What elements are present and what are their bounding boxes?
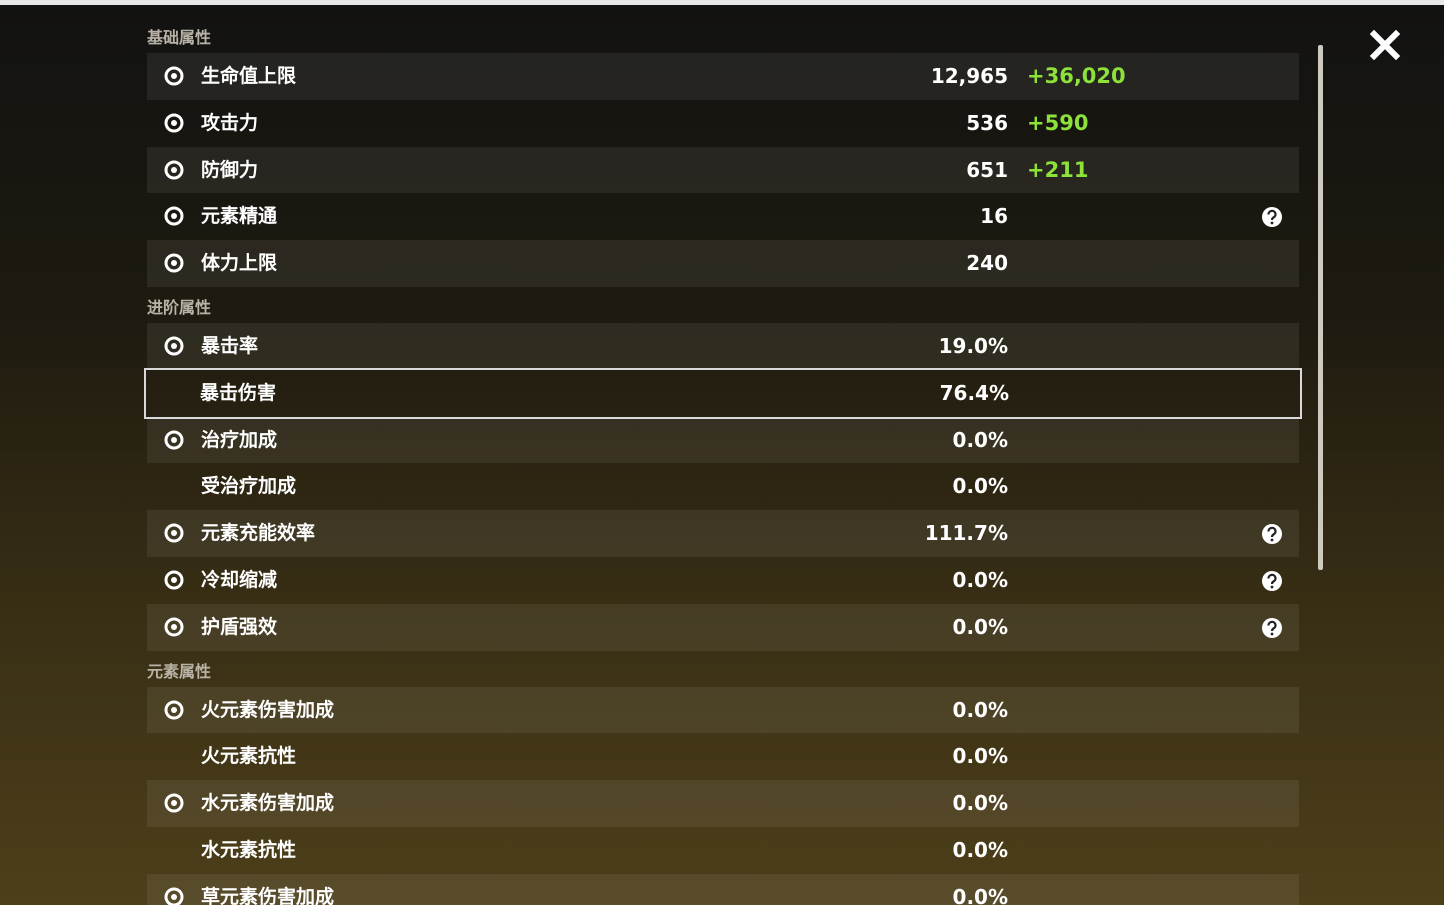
stat-value: 0.0%: [952, 838, 1008, 862]
stat-row[interactable]: 治疗加成 0.0%: [147, 416, 1299, 464]
stat-row[interactable]: 生命值上限 12,965 +36,020: [147, 53, 1299, 100]
stat-name: 体力上限: [201, 252, 278, 275]
stat-value: 0.0%: [952, 614, 1008, 639]
stat-value: 240: [966, 251, 1008, 276]
stat-name: 水元素伤害加成: [201, 792, 335, 815]
stat-row[interactable]: 暴击率 19.0%: [147, 323, 1299, 370]
stat-value: 536: [966, 110, 1008, 135]
stat-row[interactable]: 火元素抗性 0.0%: [147, 733, 1299, 780]
help-icon[interactable]: [1261, 617, 1283, 639]
stat-row[interactable]: 元素充能效率 111.7%: [147, 510, 1299, 557]
stat-value: 0.0%: [952, 568, 1008, 592]
stat-value: 111.7%: [924, 521, 1008, 546]
stat-value: 651: [966, 157, 1008, 182]
stat-value: 0.0%: [952, 697, 1008, 722]
stat-value: 19.0%: [938, 334, 1008, 358]
stat-icon: [164, 523, 184, 543]
stat-icon: [164, 253, 184, 273]
stat-row[interactable]: 元素精通 16: [147, 193, 1299, 240]
stat-value: 16: [980, 204, 1008, 229]
stat-icon: [164, 700, 184, 720]
section-title: 元素属性: [147, 661, 212, 681]
stat-row[interactable]: 暴击伤害 76.4%: [144, 367, 1302, 419]
stat-icon: [164, 570, 184, 590]
stat-name: 水元素抗性: [201, 839, 297, 861]
section-title: 进阶属性: [147, 298, 212, 317]
stat-row[interactable]: 冷却缩减 0.0%: [147, 557, 1299, 604]
help-icon[interactable]: [1261, 206, 1283, 228]
stat-icon: [164, 113, 184, 133]
stat-icon: [164, 206, 184, 226]
stat-value: 76.4%: [939, 380, 1009, 405]
stat-name: 元素精通: [201, 205, 278, 228]
stat-bonus: +36,020: [1027, 64, 1126, 88]
stat-value: 0.0%: [952, 791, 1008, 816]
stat-icon: [164, 430, 184, 450]
stat-name: 攻击力: [201, 111, 259, 134]
stat-row[interactable]: 防御力 651 +211: [147, 146, 1299, 194]
stat-name: 冷却缩减: [201, 569, 278, 591]
help-icon[interactable]: [1261, 523, 1283, 545]
stat-row[interactable]: 护盾强效 0.0%: [147, 603, 1299, 651]
stat-name: 火元素伤害加成: [201, 698, 335, 721]
stat-icon: [164, 66, 184, 86]
stat-row[interactable]: 水元素伤害加成 0.0%: [147, 780, 1299, 827]
decor: [1318, 29, 1401, 570]
scrollbar: [1318, 45, 1323, 570]
section-title: 基础属性: [147, 28, 212, 47]
stat-value: 0.0%: [952, 744, 1008, 769]
stat-name: 护盾强效: [201, 615, 278, 638]
stat-bonus: +590: [1027, 110, 1089, 135]
stat-name: 生命值上限: [201, 65, 297, 87]
close-button[interactable]: [1369, 29, 1401, 61]
stat-value: 0.0%: [952, 884, 1008, 905]
stat-row[interactable]: 水元素抗性 0.0%: [147, 827, 1299, 874]
stat-value: 12,965: [930, 64, 1008, 88]
stat-name: 暴击率: [201, 335, 259, 357]
stat-icon: [164, 887, 184, 905]
stat-row[interactable]: 体力上限 240: [147, 240, 1299, 287]
stat-bonus: +211: [1027, 157, 1089, 182]
stat-name: 治疗加成: [201, 428, 278, 451]
stat-name: 受治疗加成: [201, 475, 297, 498]
stat-name: 草元素伤害加成: [201, 885, 335, 905]
stat-name: 火元素抗性: [201, 745, 297, 768]
help-icon[interactable]: [1261, 570, 1283, 592]
stat-icon: [164, 336, 184, 356]
stat-icon: [164, 617, 184, 637]
stat-name: 元素充能效率: [201, 522, 316, 545]
stat-row[interactable]: 受治疗加成 0.0%: [147, 463, 1299, 510]
stat-icon: [164, 793, 184, 813]
stat-row[interactable]: 草元素伤害加成 0.0%: [147, 873, 1299, 905]
stat-row[interactable]: 攻击力 536 +590: [147, 100, 1299, 147]
stat-value: 0.0%: [952, 474, 1008, 499]
stat-name: 暴击伤害: [200, 381, 277, 404]
stat-name: 防御力: [201, 158, 259, 181]
stat-icon: [164, 160, 184, 180]
stat-value: 0.0%: [952, 427, 1008, 452]
stat-row[interactable]: 火元素伤害加成 0.0%: [147, 686, 1299, 734]
